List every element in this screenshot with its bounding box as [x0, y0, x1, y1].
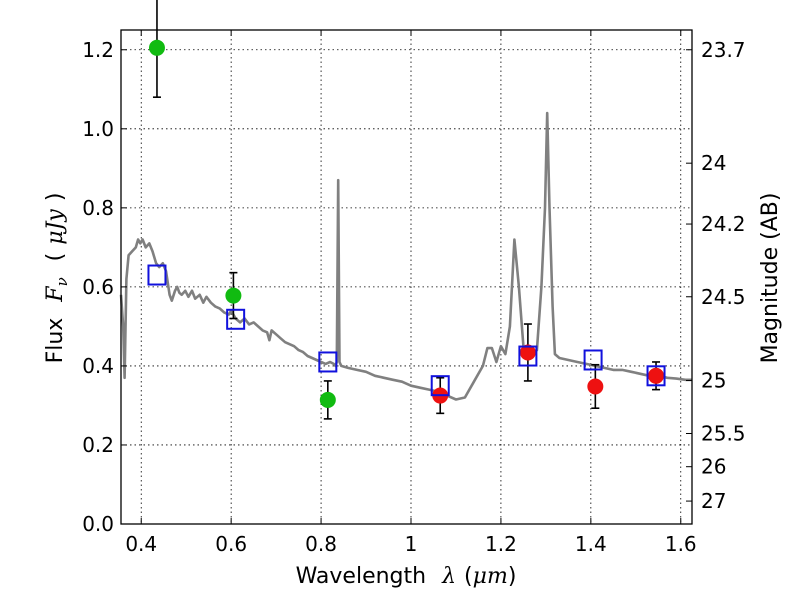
y-tick-label: 1.0 [82, 117, 114, 141]
x-axis-label: Wavelength λ (μm) [296, 564, 517, 589]
green-data-point [148, 39, 165, 56]
x-tick-label: 0.8 [305, 532, 337, 556]
red-data-point [587, 378, 604, 395]
plot-frame [120, 29, 693, 525]
x-tick-label: 0.4 [125, 532, 157, 556]
magnitude-tick-label: 25 [701, 369, 726, 393]
model-photometry-square [147, 264, 167, 286]
model-photometry-square [226, 308, 246, 330]
y-tick-label: 0.2 [82, 433, 114, 457]
magnitude-tick-label: 24.2 [701, 212, 746, 236]
red-data-point [648, 367, 665, 384]
green-data-point [225, 287, 242, 304]
magnitude-tick-label: 27 [701, 489, 726, 513]
x-tick-label: 1.4 [575, 532, 607, 556]
model-spectrum-layer [119, 111, 692, 401]
model-spectrum-line [119, 111, 692, 401]
magnitude-axis-label: Magnitude (AB) [758, 193, 783, 364]
model-photometry-square [430, 375, 450, 397]
magnitude-tick-label: 23.7 [701, 38, 746, 62]
grid-layer [121, 30, 692, 525]
magnitude-tick-label: 24.5 [701, 285, 746, 309]
x-tick-label: 0.6 [215, 532, 247, 556]
y-tick-label: 0.4 [82, 354, 114, 378]
x-tick-label: 1 [405, 532, 418, 556]
y-axis-label: FluxFν(μJy) [43, 193, 71, 364]
model-photometry-square [646, 365, 666, 387]
magnitude-tick-label: 24 [701, 151, 726, 175]
x-tick-label: 1.6 [665, 532, 697, 556]
magnitude-tick-label: 26 [701, 455, 726, 479]
model-photometry-square [318, 351, 338, 373]
y-tick-label: 1.2 [82, 38, 114, 62]
y-tick-label: 0.8 [82, 196, 114, 220]
magnitude-tick-label: 25.5 [701, 421, 746, 445]
red-data-point [519, 344, 536, 361]
model-photometry-square [583, 349, 603, 371]
marker-layer [147, 39, 666, 408]
model-photometry-square [518, 345, 538, 367]
tick-layer: 0.4 0.6 0.8 1 1.2 1.4 1.6 0.0 0.2 0.4 0.6 0.8 1.0 1.2… [82, 30, 746, 556]
green-data-point [319, 391, 336, 408]
x-tick-label: 1.2 [485, 532, 517, 556]
y-tick-label: 0.0 [82, 512, 114, 536]
y-tick-label: 0.6 [82, 275, 114, 299]
